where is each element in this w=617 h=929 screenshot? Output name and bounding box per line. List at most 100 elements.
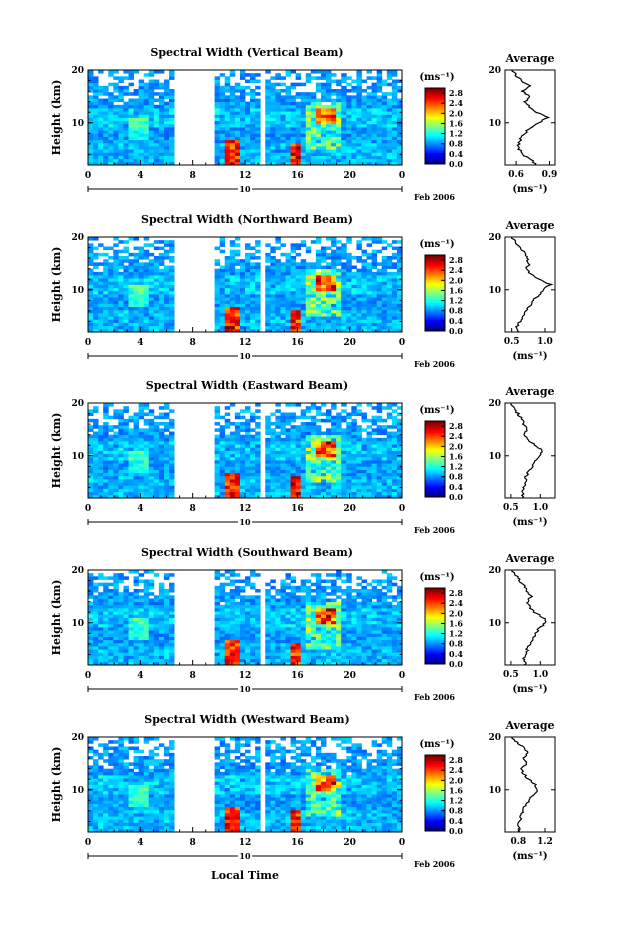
heatmap-cell bbox=[148, 120, 155, 125]
heatmap-cell bbox=[239, 469, 246, 474]
heatmap-cell bbox=[280, 456, 286, 461]
heatmap-cell bbox=[270, 265, 276, 270]
heatmap-cell bbox=[295, 243, 302, 247]
heatmap-cell bbox=[285, 114, 291, 118]
heatmap-cell bbox=[341, 268, 347, 273]
heatmap-cell bbox=[346, 475, 352, 480]
heatmap-cell bbox=[103, 117, 109, 122]
heatmap-cell bbox=[295, 146, 302, 150]
heatmap-cell bbox=[295, 488, 302, 493]
heatmap-cell bbox=[391, 287, 398, 292]
heatmap-cell bbox=[331, 281, 337, 285]
heatmap-cell bbox=[163, 576, 170, 580]
heatmap-cell bbox=[108, 623, 114, 628]
heatmap-cell bbox=[310, 456, 317, 461]
heatmap-cell bbox=[98, 262, 104, 266]
heatmap-cell bbox=[310, 494, 317, 499]
heatmap-cell bbox=[118, 76, 124, 80]
heatmap-cell bbox=[138, 136, 145, 141]
heatmap-cell bbox=[118, 290, 124, 295]
heatmap-cell bbox=[93, 133, 99, 137]
heatmap-cell bbox=[158, 287, 165, 292]
heatmap-cell bbox=[88, 117, 94, 122]
heatmap-cell bbox=[224, 133, 231, 137]
heatmap-cell bbox=[310, 120, 317, 125]
heatmap-cell bbox=[386, 155, 393, 160]
heatmap-cell bbox=[153, 479, 160, 483]
heatmap-cell bbox=[366, 149, 373, 153]
colorbar-segment bbox=[425, 103, 445, 106]
heatmap-cell bbox=[275, 475, 281, 480]
x-tick-label: 8 bbox=[190, 504, 196, 514]
heatmap-cell bbox=[98, 425, 104, 429]
heatmap-cell bbox=[361, 466, 367, 470]
heatmap-cell bbox=[153, 275, 160, 279]
heatmap-cell bbox=[371, 98, 378, 103]
heatmap-cell bbox=[310, 428, 317, 432]
heatmap-cell bbox=[118, 425, 124, 429]
heatmap-cell bbox=[290, 98, 297, 103]
heatmap-cell bbox=[346, 284, 352, 289]
heatmap-cell bbox=[331, 491, 337, 496]
heatmap-cell bbox=[143, 469, 150, 474]
heatmap-cell bbox=[128, 661, 134, 666]
heatmap-cell bbox=[371, 447, 378, 451]
heatmap-cell bbox=[108, 246, 114, 251]
heatmap-cell bbox=[376, 85, 383, 90]
heatmap-cell bbox=[295, 463, 302, 467]
heatmap-cell bbox=[118, 309, 124, 314]
heatmap-cell bbox=[123, 104, 129, 109]
heatmap-cell bbox=[153, 623, 160, 628]
heatmap-cell bbox=[396, 437, 403, 442]
heatmap-cell bbox=[219, 485, 226, 489]
heatmap-cell bbox=[88, 604, 94, 609]
heatmap-cell bbox=[315, 271, 322, 276]
heatmap-cell bbox=[93, 479, 99, 483]
heatmap-cell bbox=[158, 627, 165, 631]
heatmap-cell bbox=[371, 120, 378, 125]
heatmap-cell bbox=[376, 290, 383, 295]
heatmap-cell bbox=[123, 139, 129, 144]
heatmap-cell bbox=[219, 133, 226, 137]
heatmap-cell bbox=[108, 598, 114, 603]
heatmap-cell bbox=[148, 592, 155, 596]
heatmap-cell bbox=[290, 85, 297, 90]
colorbar-tick-label: 0.0 bbox=[449, 159, 463, 169]
heatmap-cell bbox=[371, 85, 378, 90]
heatmap-cell bbox=[143, 325, 150, 330]
heatmap-cell bbox=[275, 491, 281, 496]
heatmap-cell bbox=[103, 265, 109, 270]
heatmap-cell bbox=[285, 111, 291, 115]
heatmap-cell bbox=[356, 246, 362, 251]
heatmap-cell bbox=[285, 482, 291, 486]
heatmap-cell bbox=[315, 76, 322, 80]
heatmap-cell bbox=[158, 155, 165, 160]
heatmap-cell bbox=[376, 76, 383, 80]
colorbar-tick-label: 2.8 bbox=[449, 88, 463, 98]
heatmap-cell bbox=[290, 130, 297, 134]
heatmap-cell bbox=[123, 460, 129, 464]
heatmap-cell bbox=[275, 306, 281, 311]
heatmap-cell bbox=[98, 642, 104, 647]
heatmap-cell bbox=[270, 328, 276, 333]
heatmap-cell bbox=[300, 152, 307, 156]
heatmap-cell bbox=[280, 101, 286, 106]
heatmap-cell bbox=[290, 412, 297, 417]
heatmap-cell bbox=[163, 488, 170, 493]
heatmap-cell bbox=[351, 123, 357, 128]
heatmap-cell bbox=[153, 630, 160, 634]
heatmap-cell bbox=[169, 108, 175, 112]
heatmap-cell bbox=[305, 149, 312, 153]
heatmap-cell bbox=[138, 127, 145, 131]
heatmap-cell bbox=[219, 482, 226, 486]
heatmap-cell bbox=[143, 652, 150, 656]
heatmap-cell bbox=[341, 243, 347, 247]
heatmap-cell bbox=[361, 146, 367, 150]
heatmap-cell bbox=[229, 422, 236, 426]
heatmap-cell bbox=[381, 117, 388, 122]
colorbar-segment bbox=[425, 464, 445, 468]
heatmap-cell bbox=[118, 639, 124, 644]
heatmap-cell bbox=[133, 658, 140, 663]
heatmap-cell bbox=[214, 85, 221, 90]
heatmap-cell bbox=[315, 98, 322, 103]
